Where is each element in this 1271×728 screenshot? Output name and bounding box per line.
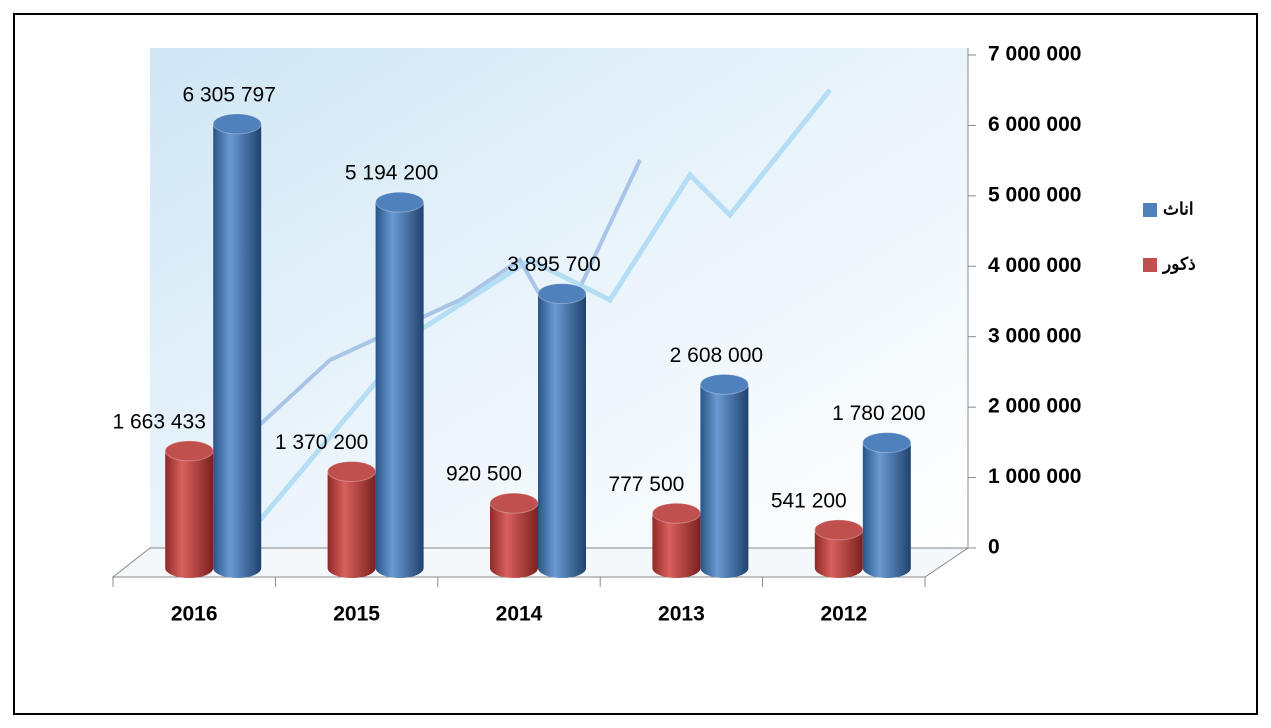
bar-part [700,384,749,578]
legend-label: ذكور [1161,254,1196,274]
y-tick-label: 1 000 000 [988,465,1081,488]
y-tick-label: 7 000 000 [988,43,1081,66]
value-label: 920 500 [446,463,522,486]
bar-part [651,502,701,524]
value-label: 541 200 [771,489,847,512]
y-tick-label: 5 000 000 [988,183,1081,206]
bar-part [862,442,911,578]
bar [537,283,587,578]
bar [212,113,262,578]
bar [164,440,214,578]
y-tick-label: 0 [988,536,1000,559]
value-label: 777 500 [608,473,684,496]
x-tick-label: 2012 [820,603,867,626]
x-tick-label: 2015 [333,603,380,626]
x-tick-label: 2013 [658,603,705,626]
bar-part [375,202,424,578]
bar [699,373,749,578]
y-tick-label: 6 000 000 [988,113,1081,136]
bar-part [213,123,262,578]
x-tick-label: 2016 [171,603,218,626]
value-label: 6 305 797 [182,83,275,106]
y-tick-label: 4 000 000 [988,254,1081,277]
value-label: 3 895 700 [507,253,600,276]
bar-part [490,503,538,578]
bar-part [327,471,376,578]
value-label: 1 780 200 [832,402,925,425]
value-label: 5 194 200 [345,162,438,185]
bar-part [212,113,262,135]
bar-part [164,440,214,462]
y-tick-label: 3 000 000 [988,324,1081,347]
bar-part [165,450,214,578]
bar [327,460,377,578]
bar-part [375,191,425,213]
bar [862,432,912,578]
value-label: 2 608 000 [670,344,763,367]
frame [13,13,1258,715]
bar-part [814,529,863,578]
bar [651,502,701,578]
bar [489,492,539,578]
legend-label: اناث [1163,199,1194,218]
value-label: 1 370 200 [275,431,368,454]
bar-part [489,492,539,514]
bar-part [814,519,864,541]
bar-part [537,283,587,305]
y-tick-label: 2 000 000 [988,395,1081,418]
bar-part [862,432,912,454]
bar [814,519,864,578]
bar-part [327,460,377,482]
legend-swatch [1143,258,1157,272]
bar-part [538,293,586,578]
x-tick-label: 2014 [496,603,543,626]
value-label: 1 663 433 [112,410,205,433]
legend-swatch [1143,203,1157,217]
bar-part [699,373,749,395]
bar [375,191,425,578]
bar-part [652,513,701,578]
